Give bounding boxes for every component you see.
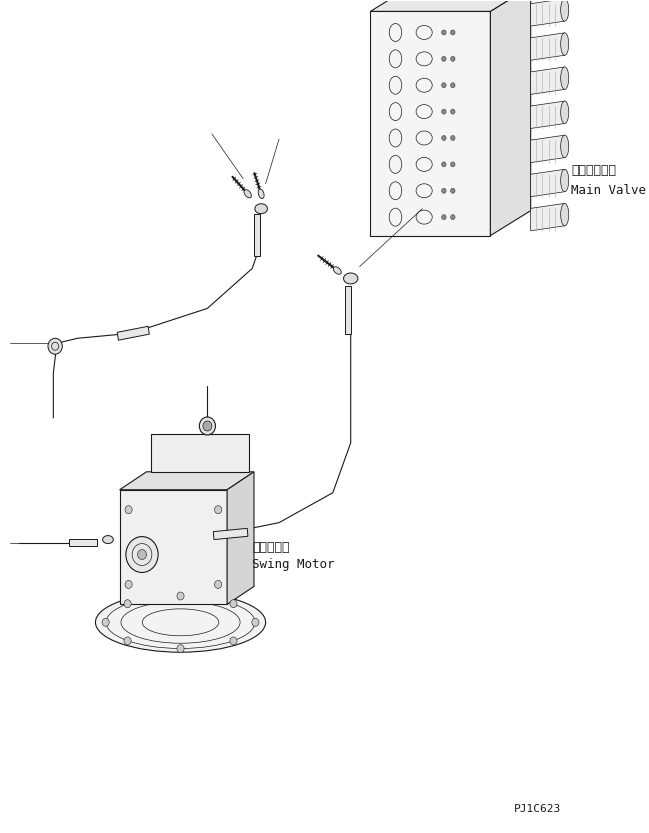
Circle shape — [215, 581, 222, 588]
Ellipse shape — [95, 592, 265, 652]
Circle shape — [199, 417, 215, 435]
Circle shape — [450, 136, 455, 141]
Ellipse shape — [255, 204, 267, 214]
Polygon shape — [531, 203, 565, 231]
Circle shape — [215, 506, 222, 514]
Polygon shape — [531, 169, 565, 197]
Polygon shape — [119, 490, 227, 605]
Circle shape — [138, 550, 147, 560]
Ellipse shape — [561, 169, 569, 192]
Ellipse shape — [561, 203, 569, 226]
Circle shape — [124, 600, 131, 608]
Circle shape — [126, 536, 158, 572]
Polygon shape — [117, 327, 149, 340]
Circle shape — [450, 215, 455, 220]
Circle shape — [450, 162, 455, 167]
Circle shape — [450, 188, 455, 193]
Circle shape — [125, 581, 132, 588]
Circle shape — [125, 506, 132, 514]
Circle shape — [48, 338, 62, 354]
Ellipse shape — [258, 189, 264, 198]
Ellipse shape — [561, 32, 569, 55]
Circle shape — [450, 109, 455, 114]
Text: Swing Motor: Swing Motor — [252, 558, 335, 571]
Circle shape — [230, 637, 237, 645]
Polygon shape — [119, 471, 254, 490]
Circle shape — [450, 82, 455, 87]
Polygon shape — [531, 0, 565, 26]
Polygon shape — [69, 539, 97, 546]
Polygon shape — [531, 32, 565, 60]
Polygon shape — [254, 214, 260, 256]
Circle shape — [252, 618, 259, 626]
Circle shape — [441, 30, 446, 35]
Polygon shape — [531, 67, 565, 94]
Circle shape — [177, 592, 184, 600]
Ellipse shape — [244, 190, 251, 198]
Ellipse shape — [561, 101, 569, 123]
Text: 旋回モータ: 旋回モータ — [252, 541, 289, 554]
Circle shape — [441, 188, 446, 193]
Circle shape — [102, 618, 109, 626]
Circle shape — [441, 162, 446, 167]
Polygon shape — [227, 471, 254, 605]
Polygon shape — [371, 0, 531, 12]
Ellipse shape — [343, 273, 358, 284]
Polygon shape — [531, 135, 565, 162]
Circle shape — [441, 109, 446, 114]
Circle shape — [450, 57, 455, 62]
Circle shape — [441, 82, 446, 87]
Circle shape — [230, 600, 237, 608]
Polygon shape — [151, 434, 249, 471]
Circle shape — [177, 645, 184, 652]
Ellipse shape — [561, 67, 569, 89]
Polygon shape — [214, 528, 248, 540]
Ellipse shape — [334, 267, 341, 274]
Circle shape — [441, 57, 446, 62]
Text: PJ1C623: PJ1C623 — [514, 804, 561, 814]
Circle shape — [450, 30, 455, 35]
Circle shape — [203, 421, 212, 431]
Circle shape — [124, 637, 131, 645]
Polygon shape — [345, 287, 351, 334]
Circle shape — [441, 136, 446, 141]
Polygon shape — [491, 0, 531, 236]
Polygon shape — [371, 12, 491, 236]
Ellipse shape — [103, 536, 114, 544]
Ellipse shape — [561, 135, 569, 157]
Text: Main Valve: Main Valve — [571, 184, 646, 197]
Text: メインバルブ: メインバルブ — [571, 164, 616, 177]
Ellipse shape — [561, 0, 569, 21]
Polygon shape — [531, 101, 565, 128]
Circle shape — [441, 215, 446, 220]
